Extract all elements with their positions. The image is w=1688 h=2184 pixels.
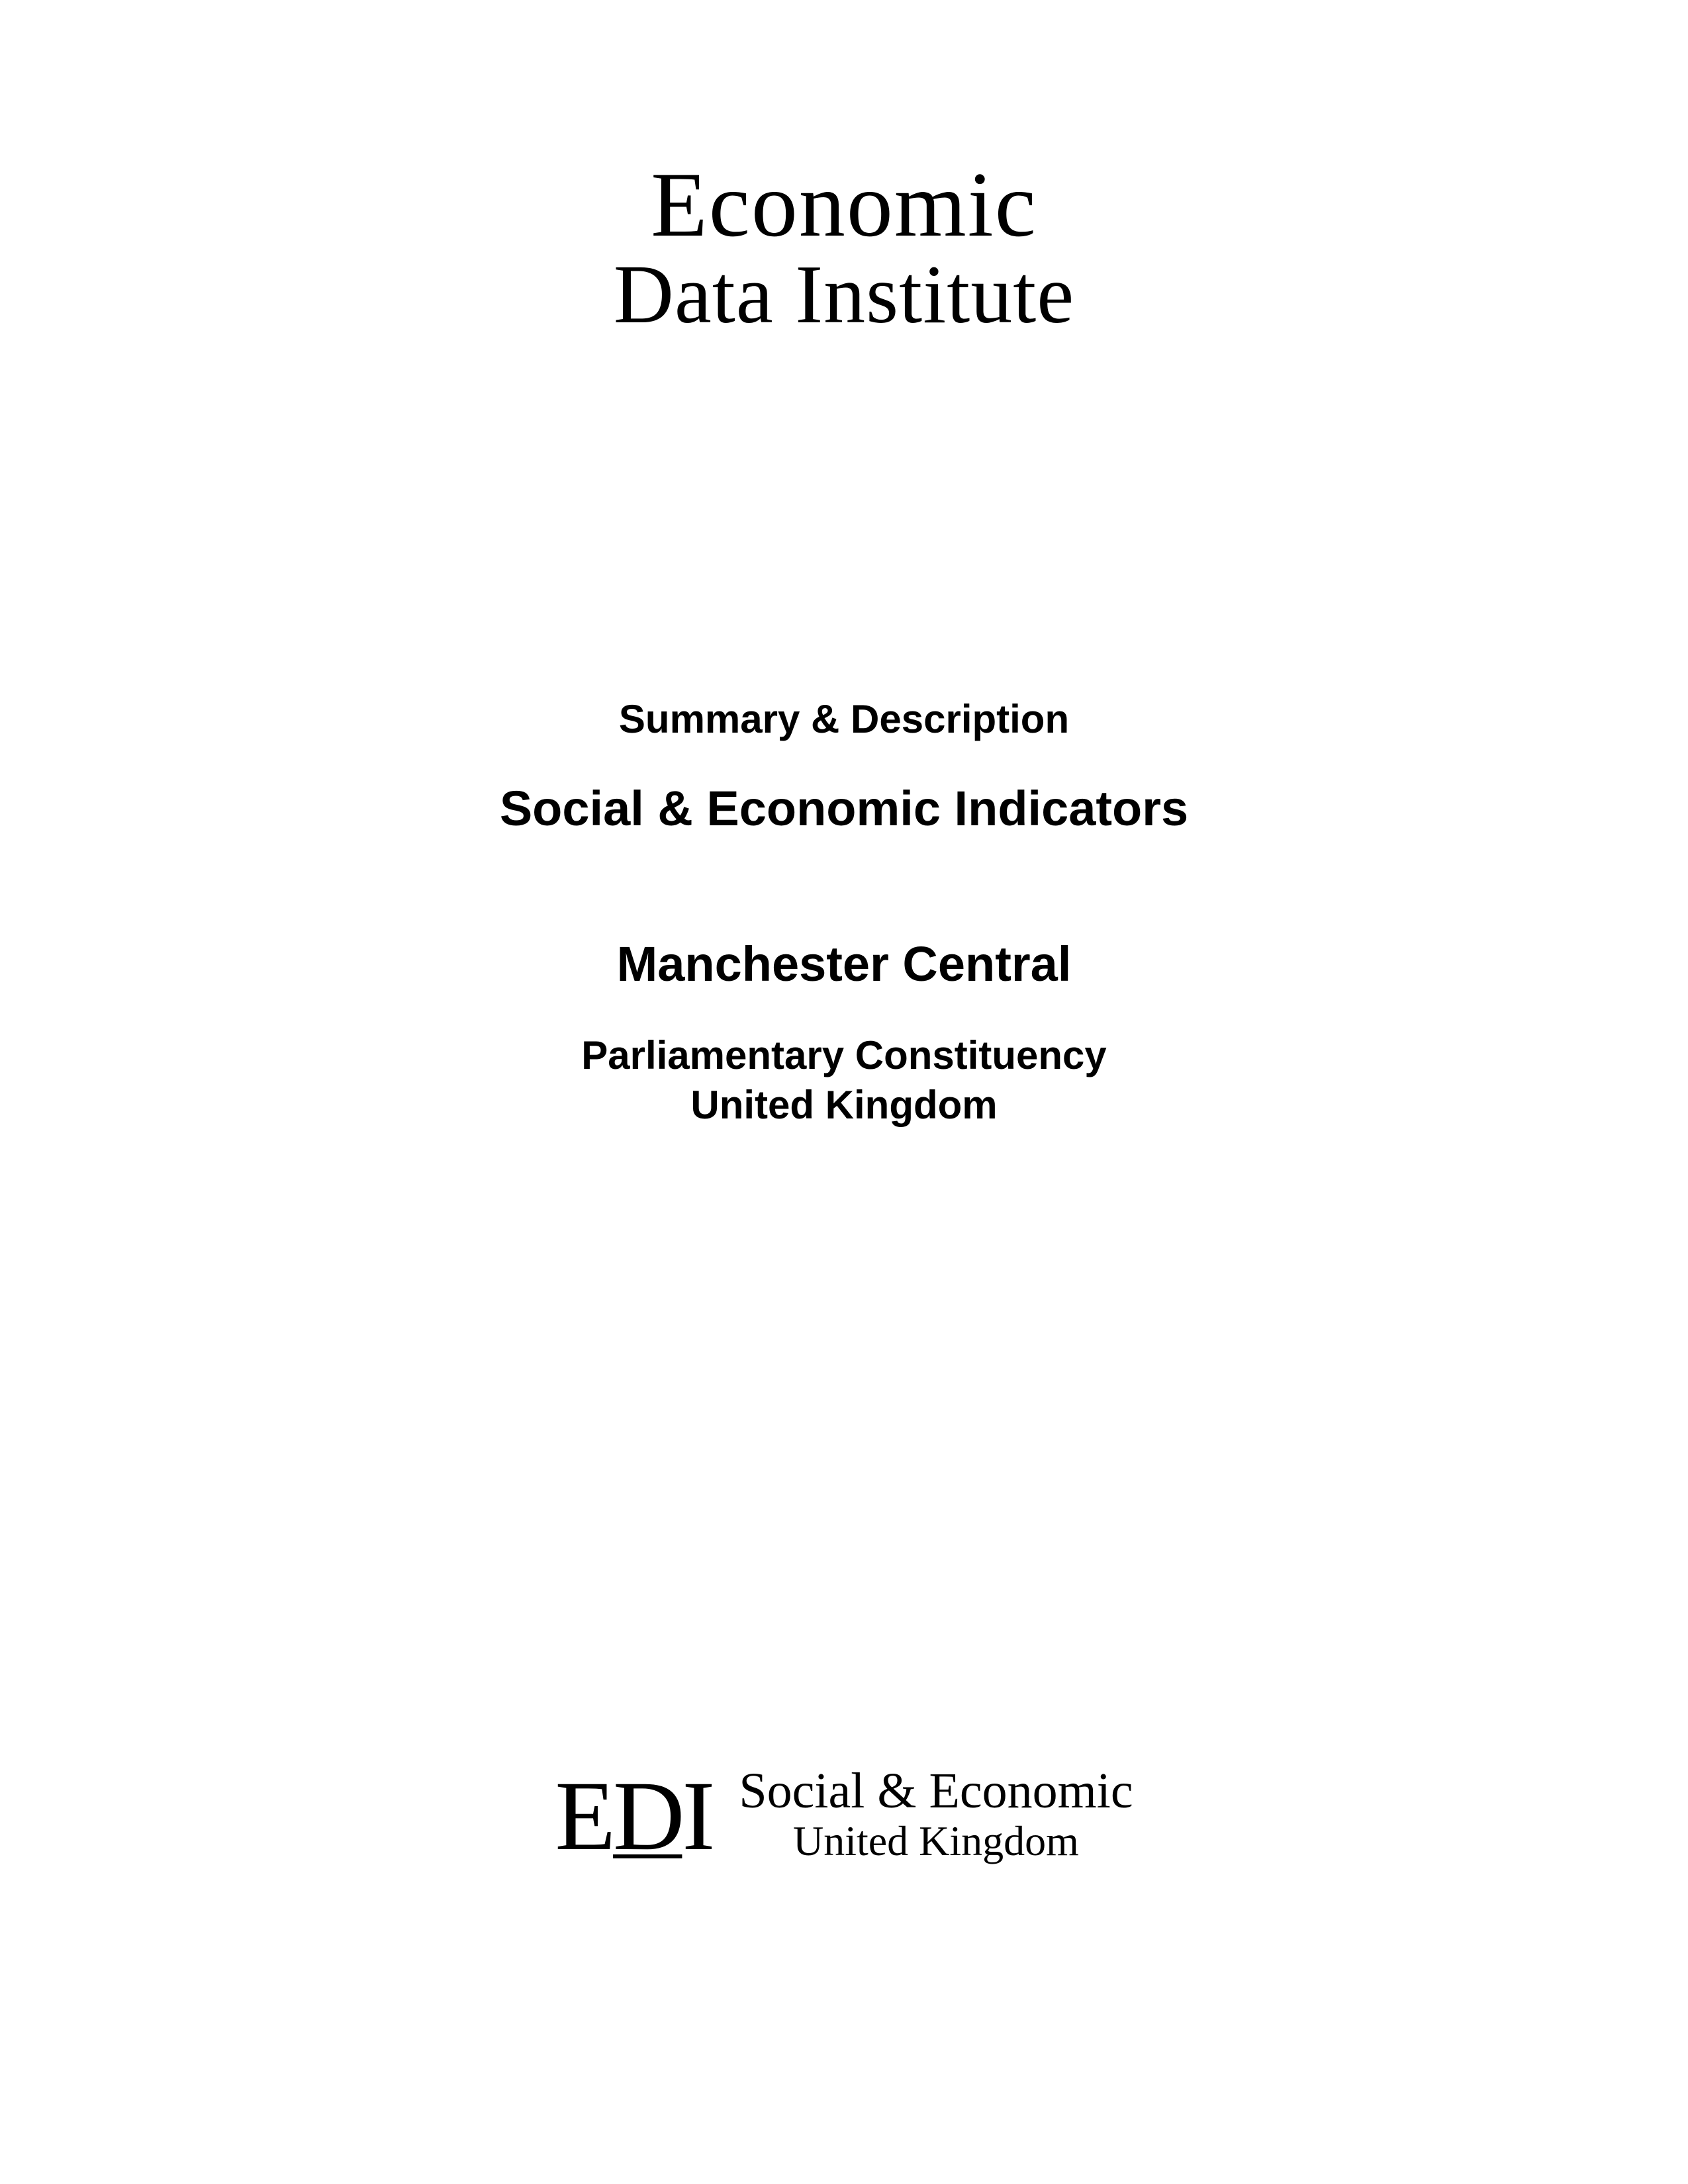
summary-description: Summary & Description [500,696,1188,742]
subtitle-line1: Parliamentary Constituency [500,1030,1188,1080]
content-block: Summary & Description Social & Economic … [500,696,1188,1130]
subtitle-line2: United Kingdom [500,1080,1188,1130]
document-page: Economic Data Institute Summary & Descri… [0,0,1688,2184]
header-logo-line1: Economic [614,159,1074,251]
footer-text-line2: United Kingdom [739,1816,1133,1867]
header-logo: Economic Data Institute [614,159,1074,339]
footer-letter-d: D [613,1759,682,1873]
footer-letter-i: I [682,1759,712,1873]
footer-text: Social & Economic United Kingdom [739,1766,1133,1867]
location-name: Manchester Central [500,936,1188,992]
footer-edi-abbreviation: EDI [555,1759,712,1873]
document-title: Social & Economic Indicators [500,780,1188,837]
footer-logo: EDI Social & Economic United Kingdom [555,1759,1133,1873]
footer-letter-e: E [555,1759,613,1873]
header-logo-line2: Data Institute [614,251,1074,339]
footer-text-line1: Social & Economic [739,1766,1133,1816]
